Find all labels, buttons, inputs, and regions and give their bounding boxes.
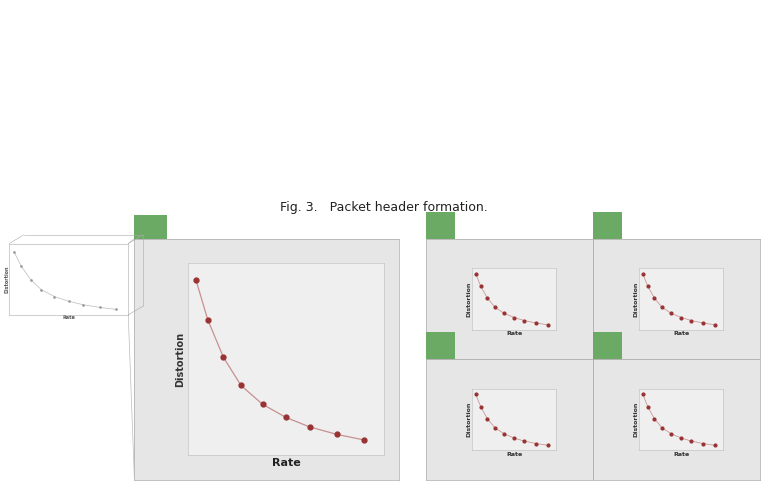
X-axis label: Rate: Rate (674, 452, 690, 457)
X-axis label: Rate: Rate (674, 331, 690, 336)
Y-axis label: Distortion: Distortion (4, 266, 9, 293)
Y-axis label: Distortion: Distortion (633, 402, 638, 437)
X-axis label: Rate: Rate (272, 458, 300, 468)
Y-axis label: Distortion: Distortion (175, 332, 185, 387)
X-axis label: Rate: Rate (506, 331, 522, 336)
X-axis label: Rate: Rate (62, 315, 75, 320)
Y-axis label: Distortion: Distortion (466, 402, 471, 437)
Y-axis label: Distortion: Distortion (466, 281, 471, 316)
Y-axis label: Distortion: Distortion (633, 281, 638, 316)
X-axis label: Rate: Rate (506, 452, 522, 457)
Text: Fig. 3.   Packet header formation.: Fig. 3. Packet header formation. (280, 201, 488, 215)
